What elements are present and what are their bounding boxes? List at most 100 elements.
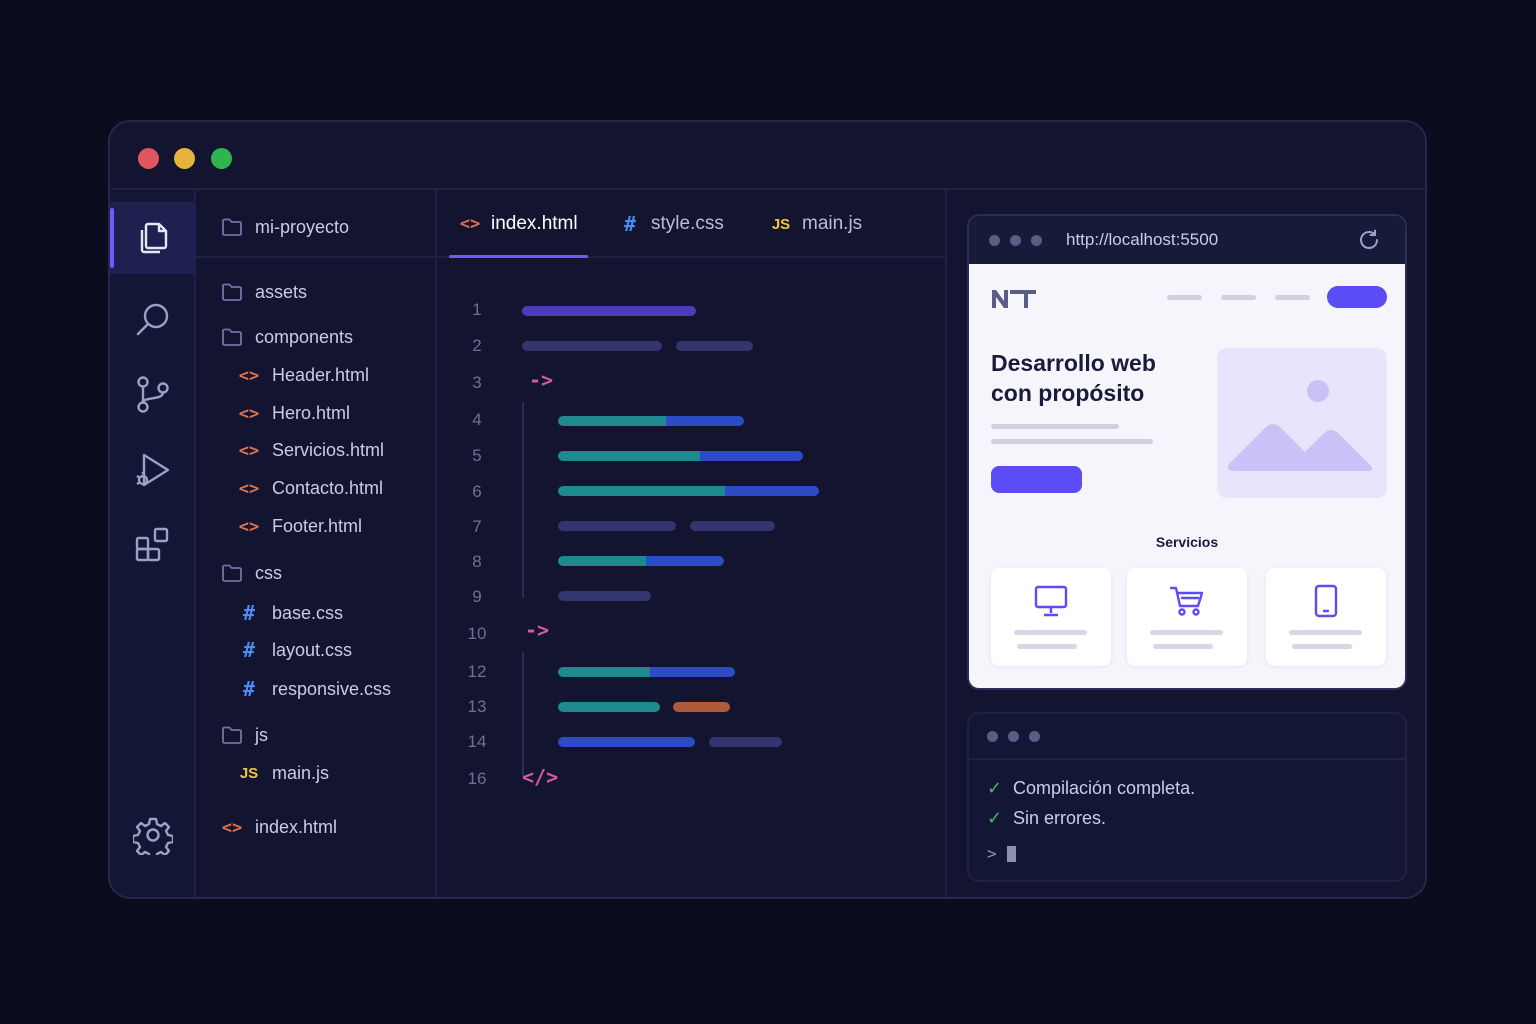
terminal-dot xyxy=(987,731,998,742)
tree-label-file: Contacto.html xyxy=(272,478,384,498)
terminal-text: Sin errores. xyxy=(1013,808,1107,828)
line-number: 3 xyxy=(472,373,482,392)
tablet-icon xyxy=(1314,584,1338,618)
tab-style-css[interactable]: # style.css xyxy=(619,190,724,258)
activity-explorer[interactable] xyxy=(110,202,196,274)
prompt-symbol: > xyxy=(987,844,997,863)
service-card[interactable] xyxy=(991,568,1111,666)
git-branch-icon xyxy=(137,376,169,413)
tree-file-responsive-css[interactable]: # responsive.css xyxy=(238,677,391,701)
activity-source-control[interactable] xyxy=(110,358,196,430)
code-token xyxy=(673,702,730,712)
js-file-icon: JS xyxy=(239,765,259,782)
line-number: 10 xyxy=(467,624,487,643)
tree-file-main-js[interactable]: JS main.js xyxy=(238,763,329,784)
tree-file-index-html[interactable]: <> index.html xyxy=(221,817,337,838)
service-card[interactable] xyxy=(1127,568,1247,666)
title-bar xyxy=(110,122,1425,190)
css-file-icon: # xyxy=(242,638,256,662)
image-icon xyxy=(1227,380,1373,471)
card-text-line xyxy=(1017,644,1077,649)
indent-guide xyxy=(522,402,524,598)
activity-run-debug[interactable] xyxy=(110,434,196,506)
code-token xyxy=(558,591,651,601)
line-number: 13 xyxy=(467,697,487,716)
tree-file-layout-css[interactable]: # layout.css xyxy=(238,638,352,662)
hero-title-line2: con propósito xyxy=(991,380,1145,406)
tree-label-components: components xyxy=(255,326,354,347)
tree-folder-components[interactable]: components xyxy=(221,326,353,348)
css-file-icon: # xyxy=(242,677,256,701)
indent-guide xyxy=(522,652,524,776)
code-token xyxy=(558,667,735,677)
browser-dot xyxy=(1010,235,1021,246)
activity-extensions[interactable] xyxy=(110,508,196,580)
tree-file-contacto[interactable]: <> Contacto.html xyxy=(238,478,383,499)
browser-toolbar: http://localhost:5500 xyxy=(969,216,1405,264)
tree-file-header[interactable]: <> Header.html xyxy=(238,365,369,386)
card-text-line xyxy=(1153,644,1213,649)
code-token xyxy=(558,451,803,461)
minimize-window-button[interactable] xyxy=(174,148,195,169)
hero-title: Desarrollo web con propósito xyxy=(991,348,1191,408)
terminal-line: ✓ Sin errores. xyxy=(987,808,1106,829)
tree-file-base-css[interactable]: # base.css xyxy=(238,601,343,625)
maximize-window-button[interactable] xyxy=(211,148,232,169)
tree-folder-root[interactable]: mi-proyecto xyxy=(221,216,349,238)
reload-icon[interactable] xyxy=(1357,228,1381,252)
tag-close-marker: </> xyxy=(522,765,559,789)
code-token xyxy=(558,521,676,531)
tree-file-footer[interactable]: <> Footer.html xyxy=(238,516,362,537)
tree-folder-assets[interactable]: assets xyxy=(221,281,307,303)
nav-link[interactable] xyxy=(1221,295,1256,300)
tree-folder-js[interactable]: js xyxy=(221,724,268,746)
activity-search[interactable] xyxy=(110,284,196,356)
tree-label-js: js xyxy=(255,724,268,745)
search-icon xyxy=(136,303,169,336)
close-window-button[interactable] xyxy=(138,148,159,169)
nav-cta-button[interactable] xyxy=(1327,286,1387,308)
tab-index-html[interactable]: <> index.html xyxy=(449,190,588,258)
card-text-line xyxy=(1150,630,1223,635)
hero-button[interactable] xyxy=(991,466,1082,493)
line-number: 16 xyxy=(467,769,487,788)
url-field[interactable]: http://localhost:5500 xyxy=(1066,230,1219,249)
nav-link[interactable] xyxy=(1275,295,1310,300)
activity-settings[interactable] xyxy=(110,799,196,871)
check-icon: ✓ xyxy=(987,808,1003,828)
service-card[interactable] xyxy=(1266,568,1386,666)
editor-window: mi-proyecto assets components <> Header.… xyxy=(108,120,1427,899)
html-file-icon: <> xyxy=(238,403,260,424)
tab-main-js[interactable]: JS main.js xyxy=(770,190,862,258)
folder-icon xyxy=(222,283,242,301)
tree-label-file: responsive.css xyxy=(272,678,392,699)
line-number: 2 xyxy=(472,336,482,355)
tree-label-assets: assets xyxy=(255,281,308,302)
tag-open-marker: -> xyxy=(525,618,550,642)
terminal-toolbar xyxy=(969,714,1405,760)
tree-file-hero[interactable]: <> Hero.html xyxy=(238,403,350,424)
terminal-prompt-line[interactable]: > xyxy=(987,844,1016,863)
tree-file-servicios[interactable]: <> Servicios.html xyxy=(238,440,384,461)
code-token xyxy=(558,556,724,566)
services-title: Servicios xyxy=(1155,534,1219,550)
gear-icon xyxy=(133,817,173,855)
line-number: 6 xyxy=(472,482,482,501)
nav-link[interactable] xyxy=(1167,295,1202,300)
tree-label-file: Hero.html xyxy=(272,403,351,423)
browser-dot xyxy=(1031,235,1042,246)
tree-label-file: Footer.html xyxy=(272,516,363,536)
line-number: 1 xyxy=(472,300,482,319)
code-token xyxy=(676,341,753,351)
explorer-header xyxy=(196,190,435,258)
tree-folder-css[interactable]: css xyxy=(221,562,282,584)
code-token xyxy=(558,737,695,747)
tree-label-file: Servicios.html xyxy=(272,440,385,460)
terminal-panel[interactable]: ✓ Compilación completa. ✓ Sin errores. > xyxy=(967,712,1407,882)
code-editor[interactable]: <> index.html # style.css JS main.js 1 2… xyxy=(437,190,947,897)
card-text-line xyxy=(1292,644,1352,649)
folder-icon xyxy=(222,726,242,744)
hero-text-line xyxy=(991,424,1119,429)
tree-label-root: mi-proyecto xyxy=(255,216,350,237)
monitor-icon xyxy=(1034,585,1068,617)
